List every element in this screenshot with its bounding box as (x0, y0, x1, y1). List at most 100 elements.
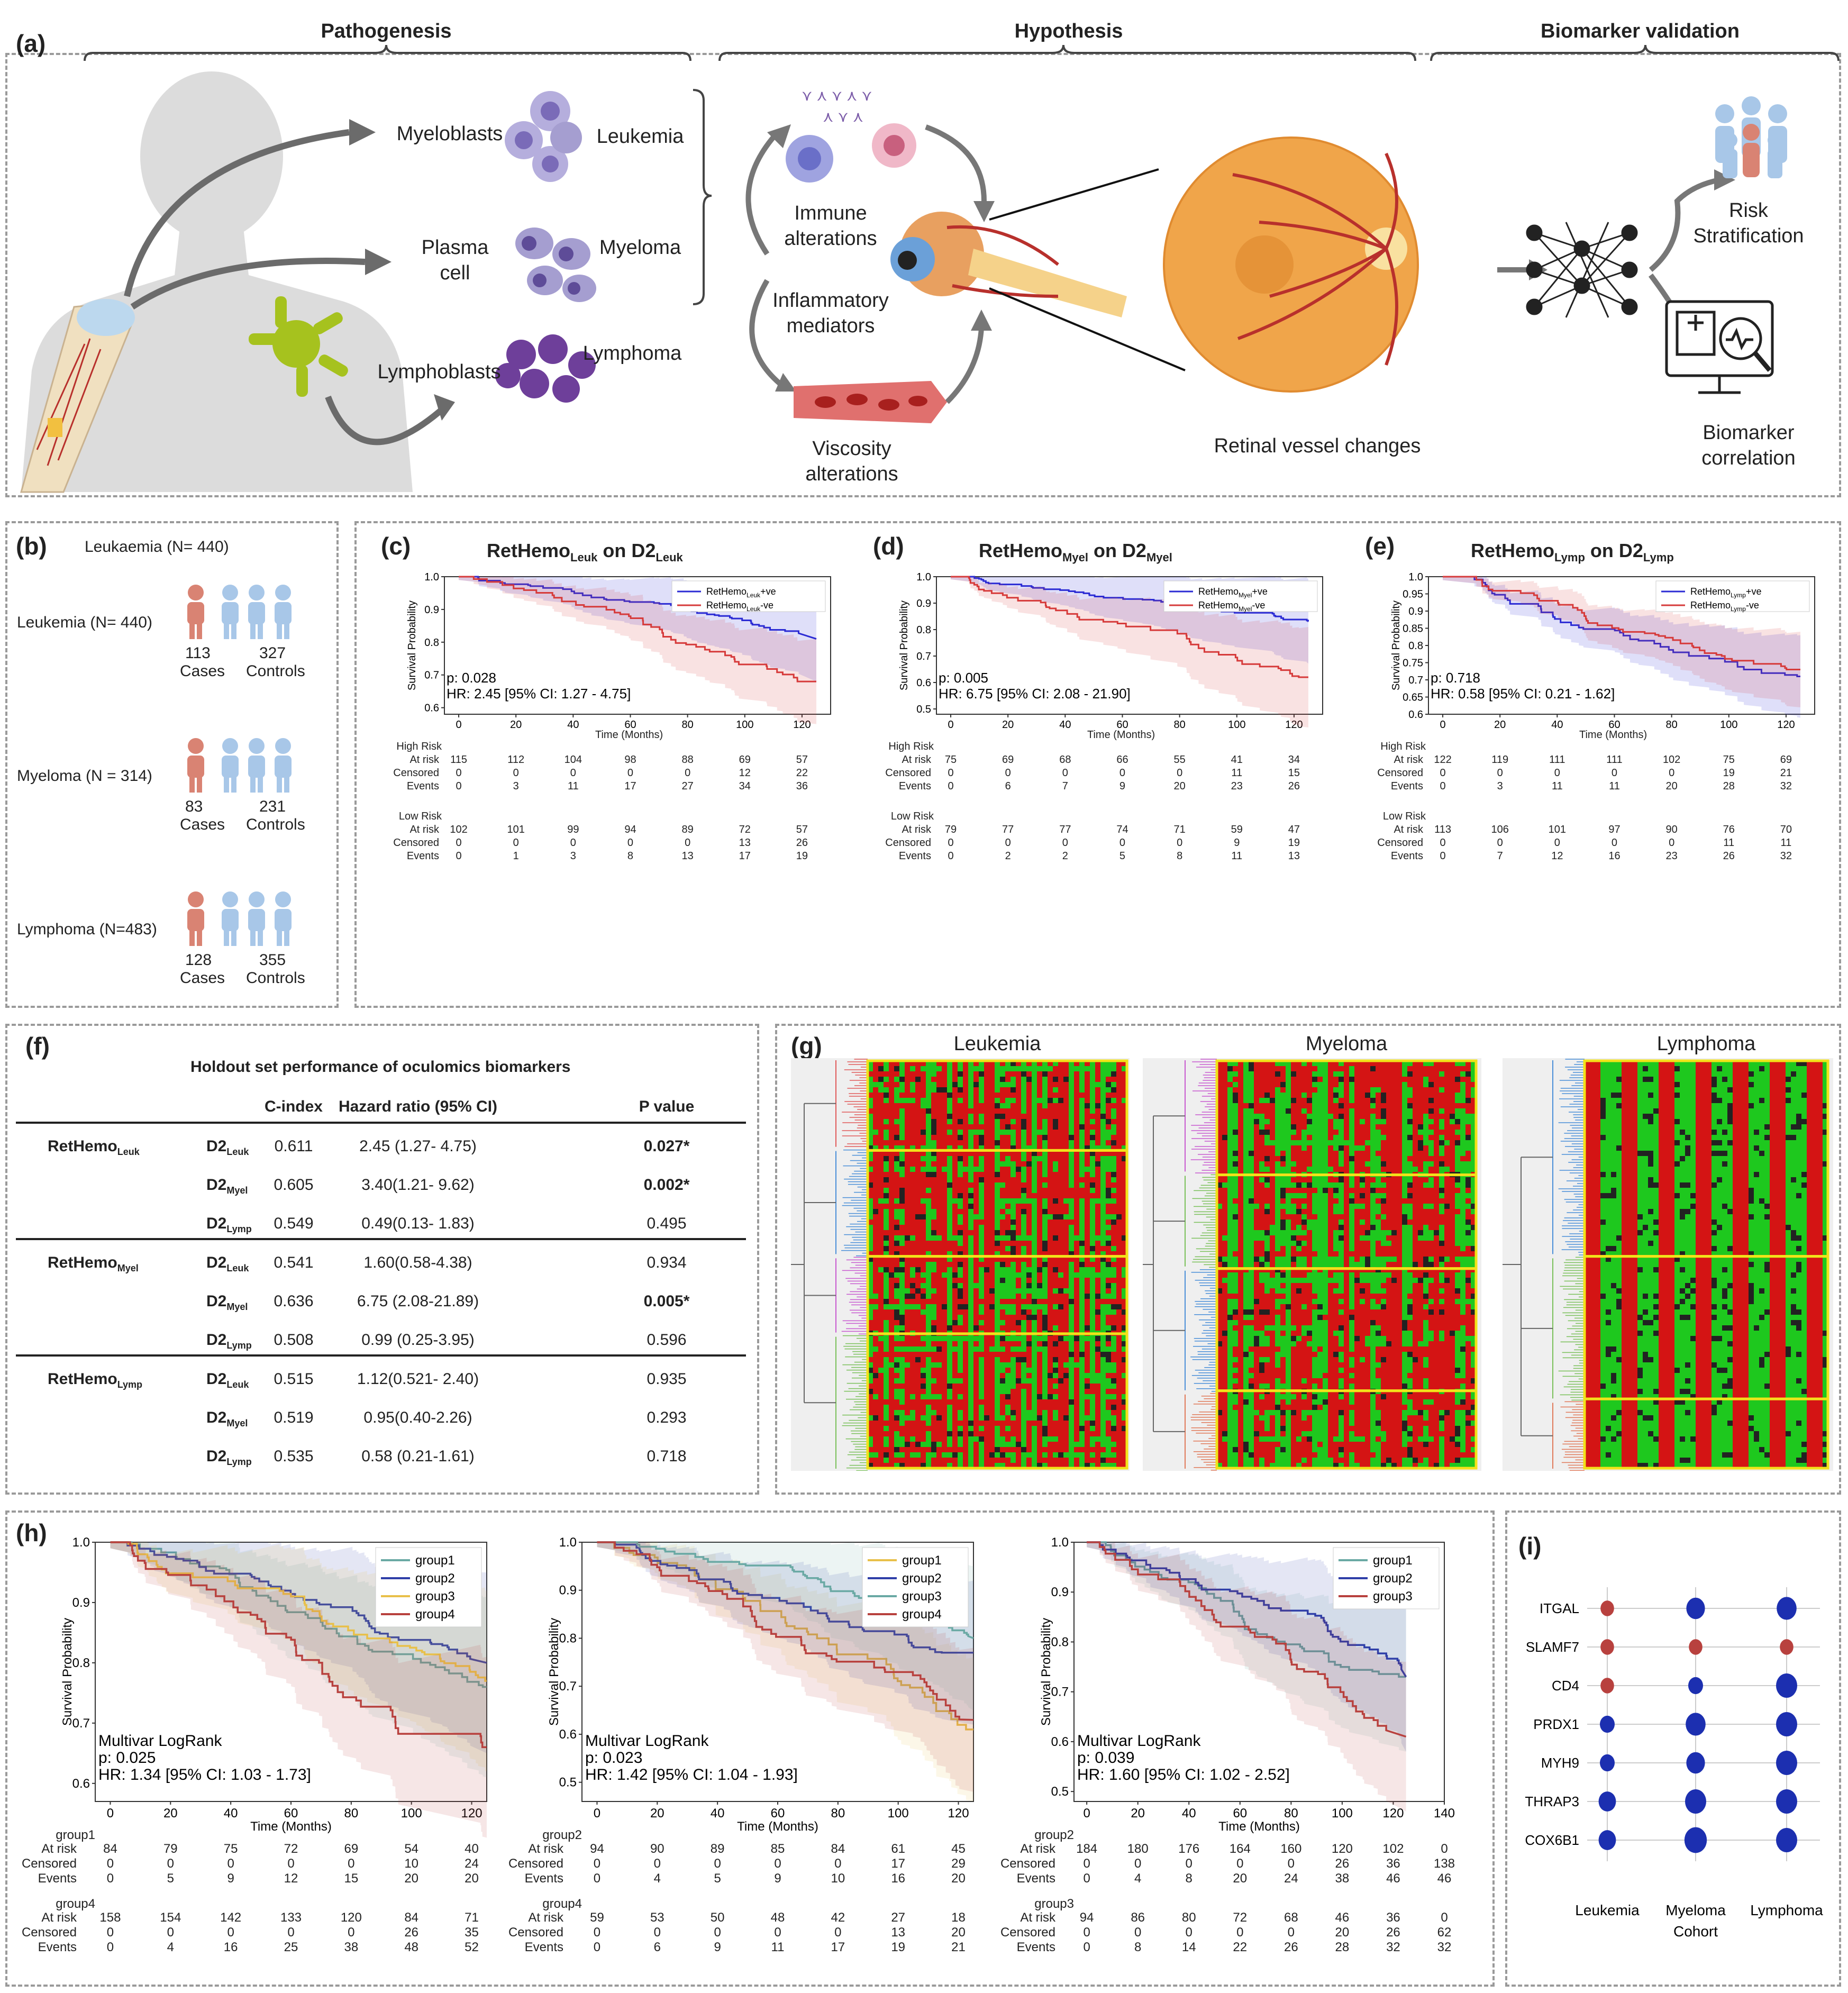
risk-cell: 5 (1119, 850, 1126, 862)
risk-cell: 119 (1491, 754, 1509, 766)
risk-cell: 22 (1233, 1940, 1248, 1954)
y-tick-label: 0.75 (1403, 658, 1423, 669)
risk-cell: 184 (1076, 1842, 1098, 1856)
y-axis-label: Survival Probability (898, 600, 910, 690)
risk-row-label: Censored (393, 837, 439, 849)
expression-dot (1776, 1828, 1797, 1852)
legend-suffix: +ve (1252, 586, 1268, 597)
risk-cell: 68 (1059, 754, 1071, 766)
y-tick-label: 0.7 (424, 670, 439, 681)
risk-cell: 40 (465, 1842, 479, 1856)
model-name: RetHemoLeuk (48, 1137, 140, 1158)
survival-curve (459, 576, 817, 640)
c-index-cell: 0.605 (274, 1176, 314, 1194)
risk-cell: 62 (1437, 1925, 1452, 1940)
heatmap (791, 1058, 1130, 1471)
risk-cell: 0 (593, 1940, 601, 1954)
risk-cell: 101 (1548, 824, 1567, 835)
legend-entry: RetHemoLeuk-ve (706, 600, 773, 613)
km-stat: p: 0.025 (98, 1749, 156, 1767)
x-tick-label: 80 (831, 1806, 845, 1821)
panel-h (5, 1510, 1495, 1987)
y-axis-label: Survival Probability (60, 1618, 75, 1726)
dataset-name: D2Leuk (206, 1370, 249, 1390)
lymphoblast-cells (495, 334, 596, 403)
risk-cell: 104 (564, 754, 582, 766)
risk-row-label: At risk (902, 824, 931, 835)
risk-cell: 0 (1062, 837, 1068, 849)
x-tick-label: 0 (594, 1806, 600, 1821)
legend-text: RetHemo (1690, 586, 1731, 597)
title-main: RetHemo (979, 540, 1063, 561)
legend-suffix: -ve (760, 600, 773, 611)
risk-cell: 122 (1434, 754, 1452, 766)
x-tick-label: 120 (948, 1806, 969, 1821)
expression-dot (1600, 1678, 1614, 1694)
risk-cell: 6 (1005, 780, 1011, 792)
km-survival-chart: 1.0 0.9 0.8 0.7 0.6 0 20 40 60 80 100 120 Survival P… (406, 571, 831, 730)
x-tick-label: 80 (344, 1806, 358, 1821)
km-stat: HR: 1.42 [95% CI: 1.04 - 1.93] (585, 1766, 798, 1783)
risk-cell: 47 (1288, 824, 1300, 835)
risk-cell: 0 (106, 1857, 114, 1871)
risk-row-label: Censored (21, 1857, 77, 1871)
risk-row-label: Censored (1377, 837, 1423, 849)
risk-cell: 90 (650, 1842, 664, 1856)
y-tick-label: 0.8 (916, 624, 931, 636)
people-group-icon (1715, 96, 1787, 178)
risk-row-label: At risk (528, 1910, 563, 1925)
risk-cell: 0 (1236, 1857, 1244, 1871)
x-tick-label: 100 (1228, 719, 1245, 730)
arrow-heads (349, 119, 455, 421)
x-tick-label: 60 (1116, 719, 1128, 730)
risk-cell: 0 (948, 780, 954, 792)
risk-cell: 0 (627, 767, 634, 779)
y-tick-label: 0.6 (424, 703, 439, 714)
dataset-name: D2Lymp (206, 1331, 252, 1351)
risk-row-label: Censored (1000, 1925, 1055, 1940)
risk-cell: 71 (465, 1910, 479, 1925)
risk-cell: 0 (948, 767, 954, 779)
risk-row-label: Events (1390, 780, 1423, 792)
risk-cell: 90 (1665, 824, 1678, 835)
legend-entry: RetHemoMyel-ve (1198, 600, 1265, 613)
risk-cell: 14 (1181, 1940, 1196, 1954)
risk-cell: 0 (106, 1871, 114, 1886)
risk-cell: 69 (739, 754, 751, 766)
model-main: RetHemo (48, 1254, 117, 1271)
c-index-cell: 0.549 (274, 1215, 314, 1232)
risk-cell: 138 (1433, 1857, 1455, 1871)
risk-cell: 0 (1440, 767, 1446, 779)
cases-count: 83 (185, 798, 203, 815)
person-silhouette (21, 71, 413, 492)
risk-cell: 4 (1134, 1871, 1142, 1886)
risk-cell: 20 (951, 1925, 966, 1940)
legend-entry: group1 (1373, 1553, 1413, 1568)
km-stat: p: 0.005 (939, 670, 988, 686)
risk-cell: 94 (1079, 1910, 1094, 1925)
risk-cell: 0 (1119, 767, 1126, 779)
title-main: RetHemo (487, 540, 571, 561)
dataset-main: D2 (206, 1409, 227, 1426)
y-tick-label: 0.9 (916, 598, 931, 609)
y-tick-label: 0.6 (916, 677, 931, 689)
title-main: RetHemo (1471, 540, 1555, 561)
viscosity-alterations-label: Viscosity alterations (805, 438, 898, 485)
risk-cell: 0 (513, 767, 519, 779)
panel-b (5, 521, 339, 1008)
risk-cell: 94 (590, 1842, 604, 1856)
risk-cell: 0 (1554, 767, 1560, 779)
risk-cell: 11 (1780, 837, 1792, 849)
risk-cell: 0 (1062, 767, 1068, 779)
legend-suffix: -ve (1252, 600, 1265, 611)
risk-cell: 16 (891, 1871, 906, 1886)
risk-row-label: Censored (1377, 767, 1423, 779)
panel-f (5, 1024, 759, 1495)
cohort-label: Leukemia (1575, 1902, 1640, 1918)
control-person-icon (248, 891, 265, 946)
x-tick-label: 20 (1002, 719, 1014, 730)
risk-cell: 10 (831, 1871, 845, 1886)
controls-count: 231 (259, 798, 286, 815)
cohort-name: Leukemia (N= 440) (17, 614, 152, 631)
controls-count: 355 (259, 951, 286, 969)
